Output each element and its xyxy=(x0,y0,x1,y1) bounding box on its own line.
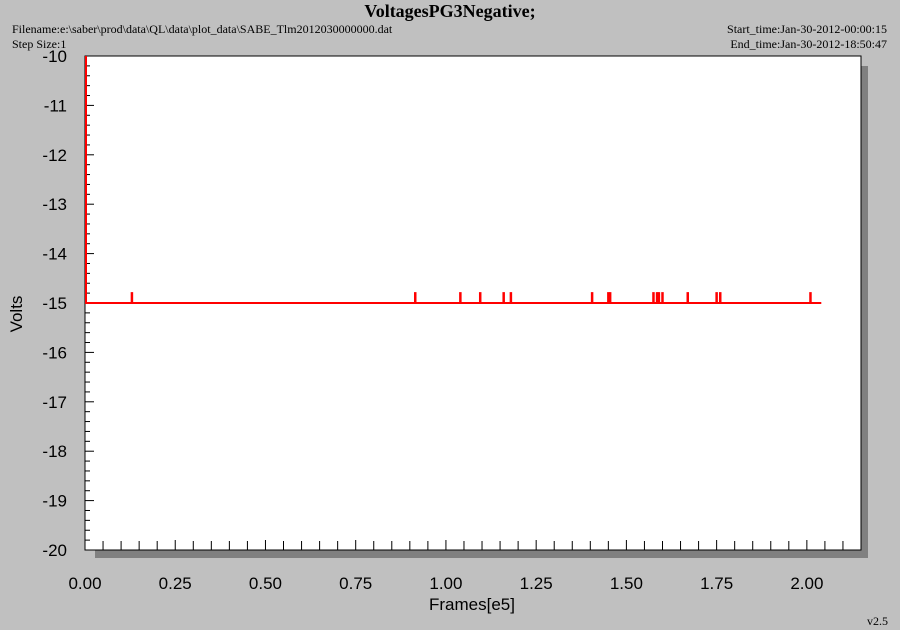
y-tick-label: -16 xyxy=(42,343,67,362)
chart-title: VoltagesPG3Negative; xyxy=(364,1,536,21)
tick-labels: -10 -11 -12 -13 -14 -15 -16 -17 -18 -19 -200.00 0.2… xyxy=(42,47,823,593)
x-tick-label: 1.50 xyxy=(610,574,643,593)
series-voltages xyxy=(85,56,822,304)
y-axis-label: Volts xyxy=(7,296,26,333)
x-tick-label: 0.75 xyxy=(339,574,372,593)
y-tick-label: -14 xyxy=(42,245,67,264)
x-tick-label: 2.00 xyxy=(790,574,823,593)
y-tick-label: -18 xyxy=(42,442,67,461)
x-tick-label: 0.50 xyxy=(249,574,282,593)
y-tick-label: -19 xyxy=(42,492,67,511)
x-tick-label: 1.25 xyxy=(520,574,553,593)
y-tick-label: -15 xyxy=(42,294,67,313)
x-axis-label: Frames[e5] xyxy=(429,595,515,614)
step-size-label: Step Size:1 xyxy=(12,37,67,51)
x-tick-label: 1.00 xyxy=(429,574,462,593)
y-tick-label: -10 xyxy=(42,47,67,66)
filename-label: Filename:e:\saber\prod\data\QL\data\plot… xyxy=(12,22,393,36)
x-tick-label: 1.75 xyxy=(700,574,733,593)
y-tick-label: -17 xyxy=(42,393,67,412)
y-tick-label: -13 xyxy=(42,195,67,214)
start-time-label: Start_time:Jan-30-2012-00:00:15 xyxy=(727,22,887,36)
x-tick-label: 0.00 xyxy=(68,574,101,593)
end-time-label: End_time:Jan-30-2012-18:50:47 xyxy=(730,37,887,51)
x-tick-label: 0.25 xyxy=(159,574,192,593)
y-tick-label: -20 xyxy=(42,541,67,560)
y-tick-label: -11 xyxy=(44,96,67,115)
version-label: v2.5 xyxy=(867,614,888,628)
y-tick-label: -12 xyxy=(42,146,67,165)
